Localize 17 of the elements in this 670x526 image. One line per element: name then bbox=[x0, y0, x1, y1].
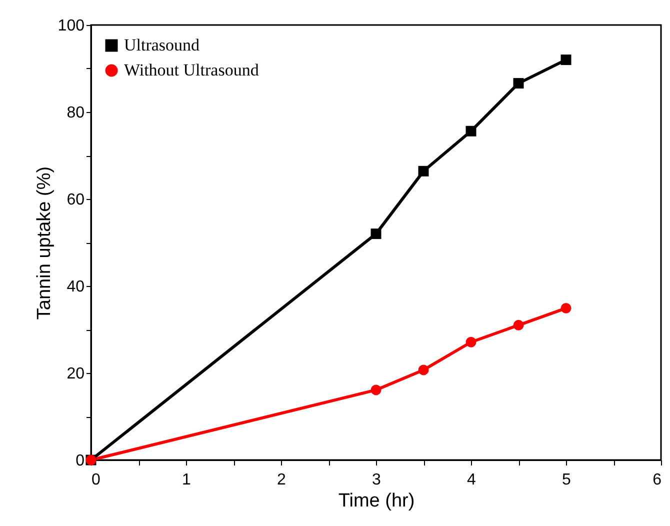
legend-label: Without Ultrasound bbox=[124, 60, 260, 80]
y-tick-label: 100 bbox=[58, 18, 85, 34]
x-tick-label: 3 bbox=[372, 472, 382, 488]
legend-label: Ultrasound bbox=[124, 36, 200, 54]
y-tick-label: 80 bbox=[66, 104, 85, 122]
y-tick-label: 0 bbox=[76, 452, 85, 470]
x-tick-label: 1 bbox=[182, 472, 192, 488]
x-tick-label: 5 bbox=[562, 472, 572, 488]
y-axis-title: Tannin uptake (%) bbox=[34, 166, 55, 320]
x-tick-label: 0 bbox=[92, 472, 100, 488]
y-tick-label: 20 bbox=[66, 366, 85, 382]
x-tick-label: 4 bbox=[467, 472, 476, 488]
y-tick-label: 60 bbox=[66, 192, 85, 208]
y-tick-label: 40 bbox=[66, 278, 85, 296]
x-tick-label: 6 bbox=[652, 472, 662, 488]
x-tick-label: 2 bbox=[277, 472, 286, 488]
x-axis-title: Time (hr) bbox=[338, 490, 415, 512]
